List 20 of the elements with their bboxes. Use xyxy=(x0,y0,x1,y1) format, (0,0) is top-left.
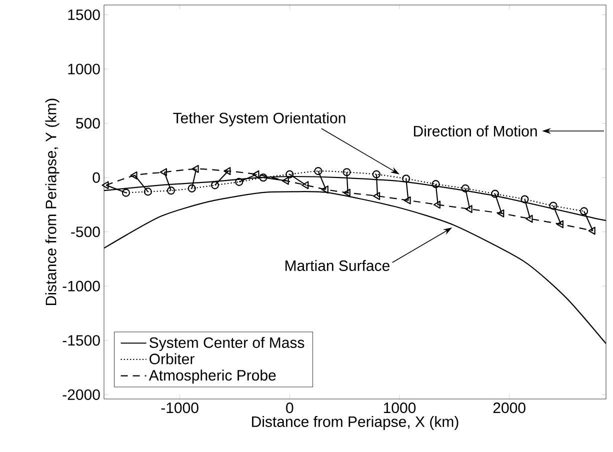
annotation: Martian Surface xyxy=(286,260,390,272)
y-tick-label: -1500 xyxy=(62,335,100,346)
legend-label: Orbiter xyxy=(150,353,194,364)
x-axis-title: Distance from Periapse, X (km) xyxy=(252,416,458,430)
x-tick-label: -1000 xyxy=(161,402,198,414)
y-tick-label: -500 xyxy=(71,226,100,238)
y-tick-label: 0 xyxy=(92,172,100,183)
y-tick-label: 500 xyxy=(76,118,100,129)
y-tick-label: 1000 xyxy=(68,64,100,74)
y-tick-label: 1500 xyxy=(68,9,100,20)
x-tick-label: 2000 xyxy=(493,402,526,414)
x-tick-label: 1000 xyxy=(384,402,416,414)
annotation: Tether System Orientation xyxy=(173,112,346,126)
y-tick-label: -2000 xyxy=(62,389,100,400)
x-tick-label: 0 xyxy=(286,402,294,414)
legend-label: System Center of Mass xyxy=(150,336,304,351)
annotation: Direction of Motion xyxy=(414,125,537,136)
legend-label: Atmospheric Probe xyxy=(148,370,276,384)
y-axis-title: Distance from Periapse, Y (km) xyxy=(45,98,60,305)
y-tick-label: -1000 xyxy=(62,280,100,292)
